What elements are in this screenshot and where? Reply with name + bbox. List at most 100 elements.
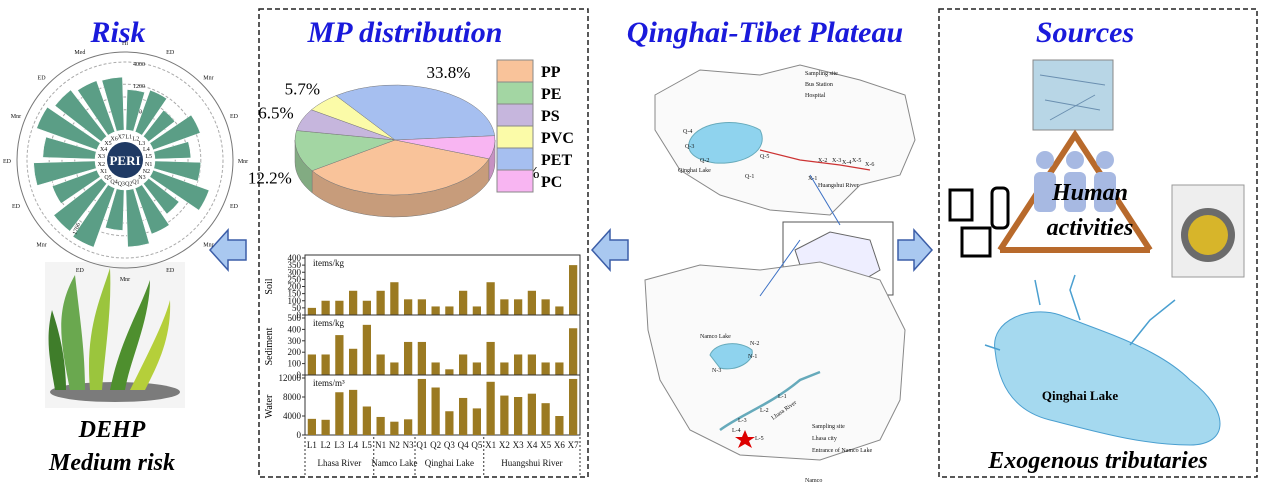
site-label: Q2: [125, 182, 132, 188]
bar: [541, 362, 550, 375]
risk-bar: [54, 89, 107, 142]
bar: [376, 290, 385, 315]
bar-ylabel: Soil: [264, 278, 275, 294]
risk-level: ED: [166, 268, 175, 274]
mp-title: MP distribution: [307, 16, 503, 49]
risk-level: Med: [74, 50, 85, 56]
site-label: Q5: [104, 175, 111, 181]
risk-bar: [143, 109, 176, 142]
x-tick-label: X7: [568, 440, 579, 450]
bar: [472, 306, 481, 315]
bar: [349, 389, 358, 435]
risk-caption: DEHP: [78, 417, 146, 443]
ring-grid: [48, 83, 202, 237]
x-tick-label: X3: [513, 440, 524, 450]
risk-level: Mnr: [11, 114, 21, 120]
group-label: Qinghai Lake: [425, 458, 474, 468]
pie-label: 6.5%: [258, 103, 293, 122]
bar: [404, 299, 413, 315]
mp-frame: [258, 8, 589, 478]
bar: [569, 265, 578, 315]
legend-swatch: [496, 103, 534, 127]
bar: [321, 300, 330, 315]
risk-level: ED: [230, 114, 239, 120]
sources-frame: [938, 8, 1258, 478]
bar: [500, 299, 509, 315]
pie-label: 33.8%: [426, 63, 470, 82]
y-tick-label: 400: [288, 253, 302, 263]
human-label: activities: [1047, 215, 1134, 241]
ring-label: 1200: [133, 84, 145, 90]
x-tick-label: L4: [348, 440, 358, 450]
pie-slice: [394, 135, 496, 160]
risk-bar: [101, 76, 125, 132]
x-tick-label: X2: [499, 440, 510, 450]
risk-level: Mnr: [120, 277, 130, 283]
site-label: L3: [139, 141, 146, 147]
lhasa-star: [735, 430, 755, 448]
risk-level: Mnr: [203, 76, 213, 82]
site-label: X-6: [865, 162, 874, 168]
y-tick-label: 4000: [283, 411, 302, 421]
site-label: N-1: [748, 354, 757, 360]
y-tick-label: 0: [297, 310, 302, 320]
site-label: Q-1: [745, 174, 754, 180]
pie-top: [335, 84, 495, 141]
site-label: X1: [100, 169, 107, 175]
site-label: Q-2: [700, 158, 709, 164]
y-tick-label: 100: [288, 359, 302, 369]
x-tick-label: X5: [540, 440, 551, 450]
bar: [417, 341, 426, 375]
bar: [486, 282, 495, 315]
x-tick-label: N2: [389, 440, 400, 450]
map-legend: Entrance of Namco Lake: [812, 447, 872, 454]
legend-label: PP: [541, 64, 561, 81]
risk-bar: [153, 160, 202, 182]
bar-ylabel: Sediment: [264, 327, 275, 365]
pie-top: [311, 139, 490, 196]
bar: [541, 403, 550, 435]
bar: [349, 290, 358, 315]
ring-grid: [26, 61, 224, 259]
legend-swatch: [496, 125, 534, 149]
risk-level: ED: [76, 268, 85, 274]
bar-unit: items/kg: [313, 318, 344, 328]
x-tick-label: L2: [321, 440, 331, 450]
site-label: Q-5: [760, 154, 769, 160]
y-tick-label: 200: [288, 282, 302, 292]
ring-grid: [61, 96, 189, 224]
site-label: X-2: [818, 158, 827, 164]
y-tick-label: 0: [297, 370, 302, 380]
bar: [445, 369, 454, 375]
map-legend: Bus Station: [805, 82, 833, 88]
x-tick-label: Q2: [430, 440, 441, 450]
site-label: X-5: [852, 158, 861, 164]
x-tick-label: X6: [554, 440, 565, 450]
x-tick-label: L5: [362, 440, 372, 450]
legend-label: PC: [541, 174, 562, 191]
risk-bar: [143, 178, 180, 215]
site-label: N3: [138, 175, 145, 181]
pie-label: 12.2%: [248, 169, 292, 188]
site-label: L5: [145, 154, 152, 160]
site-label: X-1: [808, 176, 817, 182]
group-label: Namco Lake: [371, 458, 417, 468]
x-tick-label: Q4: [458, 440, 469, 450]
risk-bar: [134, 89, 168, 136]
bar-unit: items/kg: [313, 258, 344, 268]
x-tick-label: X1: [485, 440, 496, 450]
x-tick-label: L3: [334, 440, 344, 450]
bar: [486, 381, 495, 435]
risk-caption: Medium risk: [48, 450, 175, 476]
map-legend: Sampling site: [812, 424, 845, 430]
sources-caption: Exogenous tributaries: [987, 448, 1207, 474]
arrow-left: [590, 228, 629, 272]
risk-level: ED: [166, 50, 175, 56]
bar: [307, 354, 316, 375]
site-label: X5: [104, 141, 111, 147]
site-label: X4: [100, 147, 107, 153]
lake-label: Namco Lake: [700, 334, 731, 340]
sources-title: Sources: [1036, 16, 1134, 49]
y-tick-label: 300: [288, 336, 302, 346]
x-tick-label: L1: [307, 440, 317, 450]
